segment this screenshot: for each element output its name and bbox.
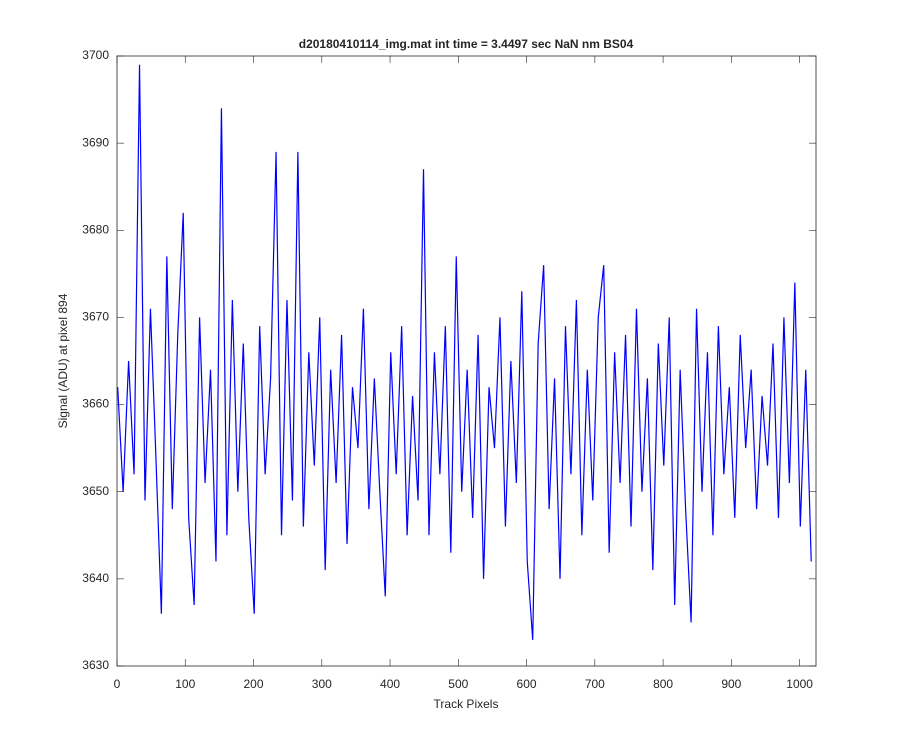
x-tick-label: 400 [380,677,400,691]
y-tick-label: 3640 [82,571,109,585]
x-axis-label: Track Pixels [434,697,499,711]
x-tick-label: 900 [721,677,741,691]
y-tick-label: 3700 [82,48,109,62]
y-tick-label: 3670 [82,310,109,324]
y-tick-label: 3690 [82,135,109,149]
y-axis-label: Signal (ADU) at pixel 894 [56,293,70,428]
x-tick-label: 0 [114,677,121,691]
x-tick-label: 700 [585,677,605,691]
x-tick-label: 300 [312,677,332,691]
data-line [117,64,812,640]
x-tick-label: 600 [517,677,537,691]
y-tick-label: 3680 [82,222,109,236]
x-tick-label: 100 [175,677,195,691]
y-tick-label: 3650 [82,484,109,498]
y-tick-label: 3660 [82,397,109,411]
chart-title: d20180410114_img.mat int time = 3.4497 s… [299,37,634,51]
x-tick-label: 1000 [786,677,813,691]
y-tick-label: 3630 [82,658,109,672]
x-tick-label: 500 [448,677,468,691]
x-tick-label: 200 [244,677,264,691]
x-tick-label: 800 [653,677,673,691]
